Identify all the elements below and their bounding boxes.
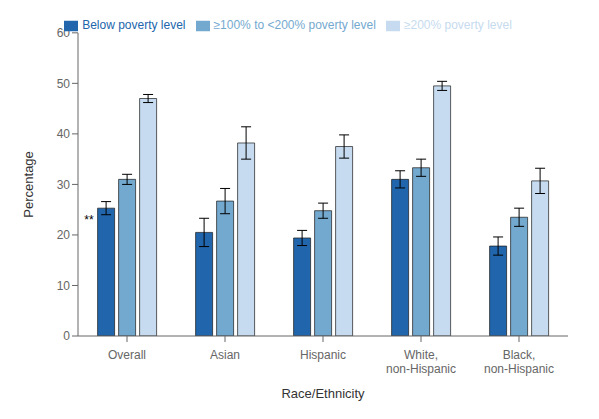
svg-text:40: 40 bbox=[57, 127, 71, 141]
svg-text:Hispanic: Hispanic bbox=[300, 348, 346, 362]
svg-text:50: 50 bbox=[57, 77, 71, 91]
svg-text:**: ** bbox=[84, 213, 94, 227]
svg-text:Black,non-Hispanic: Black,non-Hispanic bbox=[484, 348, 554, 376]
svg-text:20: 20 bbox=[57, 228, 71, 242]
svg-text:0: 0 bbox=[63, 329, 70, 343]
svg-text:10: 10 bbox=[57, 279, 71, 293]
svg-text:Overall: Overall bbox=[108, 348, 146, 362]
html-text:Below poverty level: Below poverty level bbox=[82, 18, 186, 32]
svg-text:Race/Ethnicity: Race/Ethnicity bbox=[281, 386, 365, 401]
html-text:≥200% poverty level: ≥200% poverty level bbox=[403, 18, 512, 32]
svg-text:Asian: Asian bbox=[210, 348, 240, 362]
svg-text:White,non-Hispanic: White,non-Hispanic bbox=[386, 348, 456, 376]
svg-text:30: 30 bbox=[57, 178, 71, 192]
svg-text:60: 60 bbox=[57, 26, 71, 40]
html-text:≥100% to <200% poverty level: ≥100% to <200% poverty level bbox=[213, 18, 376, 32]
svg-text:Percentage: Percentage bbox=[21, 151, 36, 218]
